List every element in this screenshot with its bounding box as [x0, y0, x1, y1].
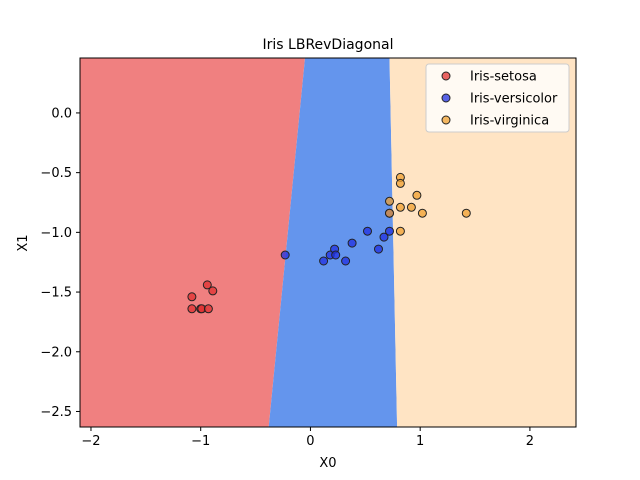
x-tick-label: −1	[191, 434, 210, 449]
point-iris-virginica	[395, 178, 405, 188]
legend-marker	[441, 71, 451, 81]
point-iris-virginica	[406, 202, 416, 212]
point-iris-virginica	[395, 202, 405, 212]
y-tick-label: −1.5	[40, 286, 72, 301]
point-iris-versicolor	[319, 256, 329, 266]
x-axis-label: X0	[319, 456, 336, 471]
point-iris-virginica	[395, 226, 405, 236]
data-points	[187, 172, 471, 314]
point-iris-virginica	[385, 196, 394, 206]
point-iris-setosa	[187, 292, 197, 302]
x-axis-ticks: −2 −1 0 1 2	[81, 427, 534, 449]
y-tick-label: −2.5	[40, 405, 72, 420]
legend-label: Iris-virginica	[470, 114, 549, 129]
point-iris-setosa	[208, 286, 218, 296]
point-iris-virginica	[417, 208, 427, 218]
point-iris-versicolor	[347, 238, 357, 248]
point-iris-virginica	[461, 208, 471, 218]
region-iris-versicolor	[268, 58, 398, 427]
point-iris-setosa	[203, 304, 213, 314]
decision-regions	[80, 58, 576, 427]
point-iris-versicolor	[385, 226, 394, 236]
point-iris-versicolor	[363, 226, 372, 236]
point-iris-versicolor	[341, 256, 351, 266]
y-tick-label: −0.5	[40, 166, 72, 181]
legend-marker	[441, 115, 451, 125]
point-iris-versicolor	[280, 250, 290, 260]
legend-box	[425, 63, 570, 133]
point-iris-setosa	[202, 280, 212, 290]
legend-marker	[441, 93, 451, 103]
y-axis-label: X1	[16, 234, 31, 251]
point-iris-versicolor	[374, 244, 383, 254]
point-iris-virginica	[412, 190, 422, 200]
legend-label: Iris-setosa	[470, 70, 537, 85]
region-iris-virginica	[389, 58, 576, 427]
point-iris-setosa	[187, 304, 197, 314]
point-iris-versicolor	[331, 250, 341, 260]
plot-frame	[79, 57, 577, 428]
x-tick-label: 1	[416, 434, 424, 449]
legend-label: Iris-versicolor	[470, 92, 558, 107]
x-tick-label: 2	[526, 434, 534, 449]
chart-title: Iris LBRevDiagonal	[263, 37, 394, 53]
y-axis-ticks: 0.0 −0.5 −1.0 −1.5 −2.0 −2.5	[40, 106, 80, 420]
point-iris-virginica	[385, 208, 394, 218]
y-tick-label: −2.0	[40, 345, 72, 360]
y-tick-label: −1.0	[40, 226, 72, 241]
x-tick-label: −2	[81, 434, 100, 449]
legend: Iris-setosa Iris-versicolor Iris-virginica	[425, 63, 570, 133]
point-iris-versicolor	[379, 232, 389, 242]
y-tick-label: 0.0	[51, 106, 72, 121]
region-iris-setosa	[80, 58, 305, 427]
x-tick-label: 0	[306, 434, 314, 449]
